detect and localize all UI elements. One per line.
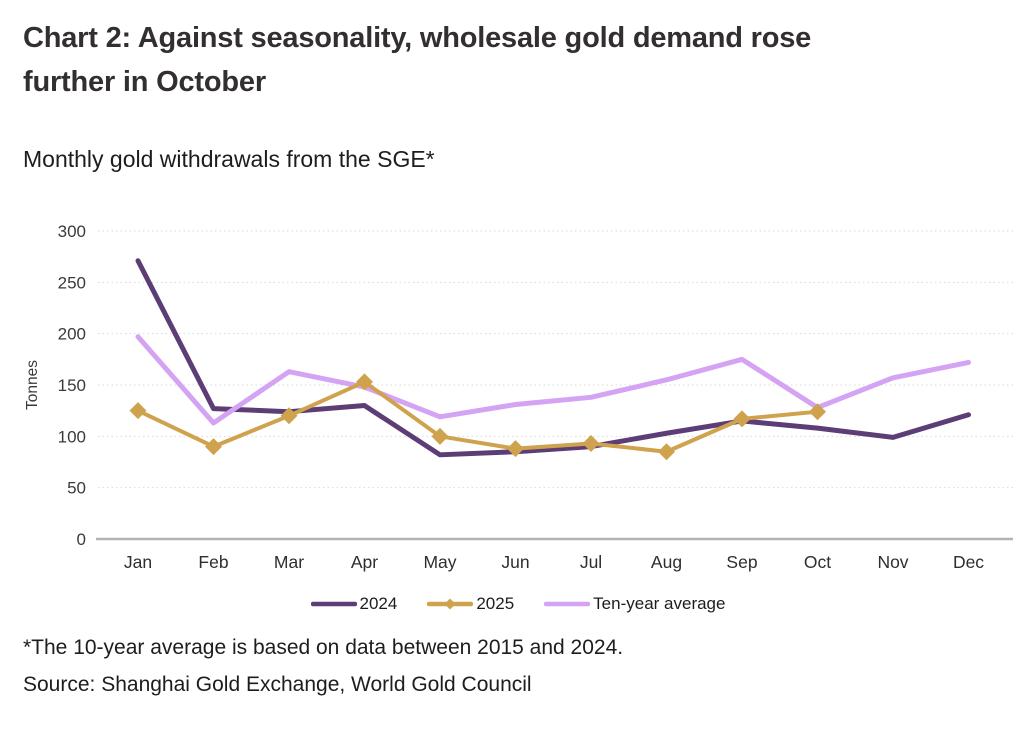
x-tick-label-jul: Jul — [580, 552, 602, 572]
chart-source: Source: Shanghai Gold Exchange, World Go… — [23, 673, 532, 697]
chart-area: 0 50 100 150 200 250 300 Tonnes Jan Feb Mar Apr May J… — [23, 218, 1013, 580]
marker-2025-sep — [733, 410, 751, 428]
legend-swatch-ten-year-average-icon — [544, 601, 591, 607]
legend-item-2025: 2025 — [427, 594, 514, 614]
y-tick-label-50: 50 — [67, 479, 86, 498]
x-tick-label-apr: Apr — [351, 552, 378, 572]
x-tick-label-jan: Jan — [124, 552, 152, 572]
legend-diamond-icon — [444, 598, 456, 610]
legend-swatch-2024-icon — [310, 601, 357, 607]
y-tick-label-300: 300 — [58, 222, 86, 241]
x-tick-label-nov: Nov — [877, 552, 908, 572]
y-axis-title: Tonnes — [24, 360, 41, 410]
marker-2025-jan — [129, 402, 147, 420]
legend-item-ten-year-average: Ten-year average — [544, 594, 725, 614]
y-tick-label-150: 150 — [58, 376, 86, 395]
y-tick-label-250: 250 — [58, 273, 86, 292]
legend-swatch-2025-icon — [427, 598, 474, 610]
x-tick-label-mar: Mar — [274, 552, 304, 572]
series-line-2024 — [135, 258, 971, 458]
marker-2025-may — [431, 427, 449, 445]
legend-label-2025: 2025 — [476, 594, 515, 614]
x-tick-label-dec: Dec — [953, 552, 984, 572]
x-tick-label-jun: Jun — [501, 552, 529, 572]
chart-footnote: *The 10-year average is based on data be… — [23, 636, 624, 660]
legend-item-2024: 2024 — [310, 594, 398, 614]
y-tick-label-0: 0 — [77, 530, 86, 549]
chart-svg: 0 50 100 150 200 250 300 Tonnes Jan Feb Mar Apr May J… — [24, 222, 1013, 572]
marker-2025-apr — [356, 373, 373, 391]
y-tick-label-100: 100 — [58, 427, 86, 446]
marker-2025-oct — [809, 403, 826, 421]
series-line-ten-year-average — [135, 334, 971, 426]
marker-2025-jun — [507, 440, 524, 458]
marker-2025-aug — [658, 443, 675, 461]
chart-legend: 2024 2025 Ten-year average — [23, 594, 1013, 614]
x-tick-label-feb: Feb — [198, 552, 228, 572]
marker-2025-mar — [280, 407, 298, 425]
legend-label-2024: 2024 — [359, 594, 398, 614]
chart-subtitle: Monthly gold withdrawals from the SGE* — [23, 146, 435, 173]
legend-label-ten-year-average: Ten-year average — [593, 594, 726, 614]
series-line-2025 — [136, 380, 820, 454]
x-tick-label-oct: Oct — [804, 552, 831, 572]
y-tick-label-200: 200 — [58, 325, 86, 344]
x-tick-label-may: May — [423, 552, 456, 572]
page: Chart 2: Against seasonality, wholesale … — [23, 22, 1013, 697]
page-title: Chart 2: Against seasonality, wholesale … — [23, 22, 812, 99]
marker-2025-feb — [205, 438, 222, 456]
x-tick-label-aug: Aug — [651, 552, 682, 572]
marker-2025-jul — [582, 435, 600, 453]
x-tick-label-sep: Sep — [726, 552, 757, 572]
